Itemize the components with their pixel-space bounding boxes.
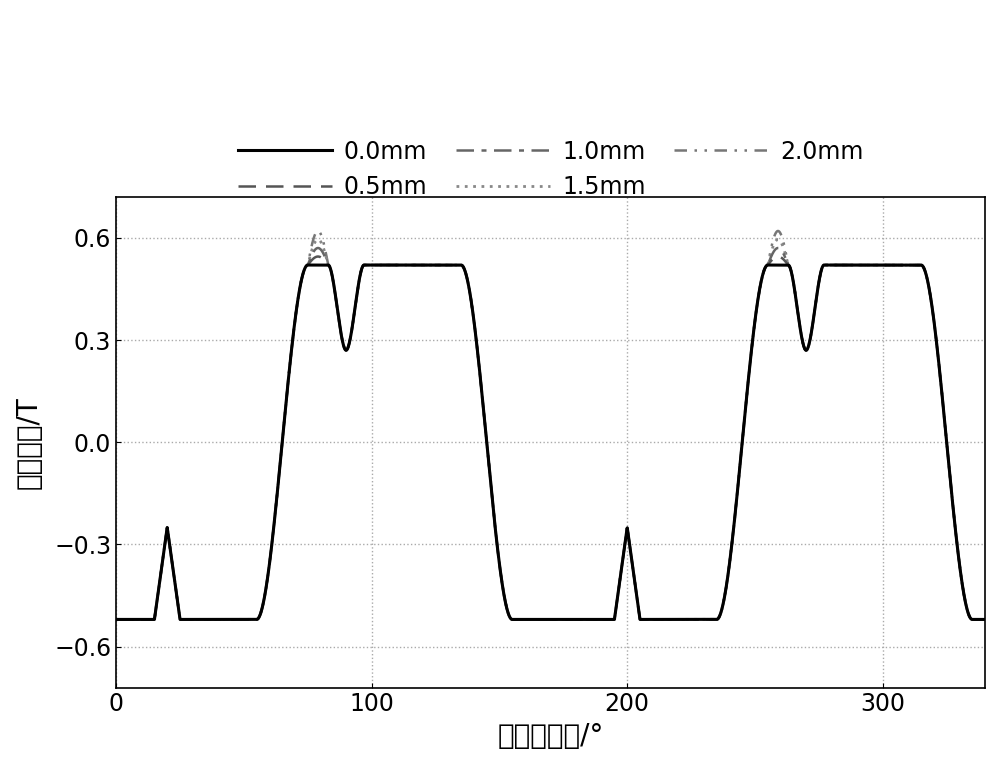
Y-axis label: 气隙磁密/T: 气隙磁密/T xyxy=(15,396,43,489)
X-axis label: 定子位置角/°: 定子位置角/° xyxy=(497,722,604,750)
Legend: 0.0mm, 0.5mm, 1.0mm, 1.5mm, 2.0mm: 0.0mm, 0.5mm, 1.0mm, 1.5mm, 2.0mm xyxy=(228,130,873,209)
